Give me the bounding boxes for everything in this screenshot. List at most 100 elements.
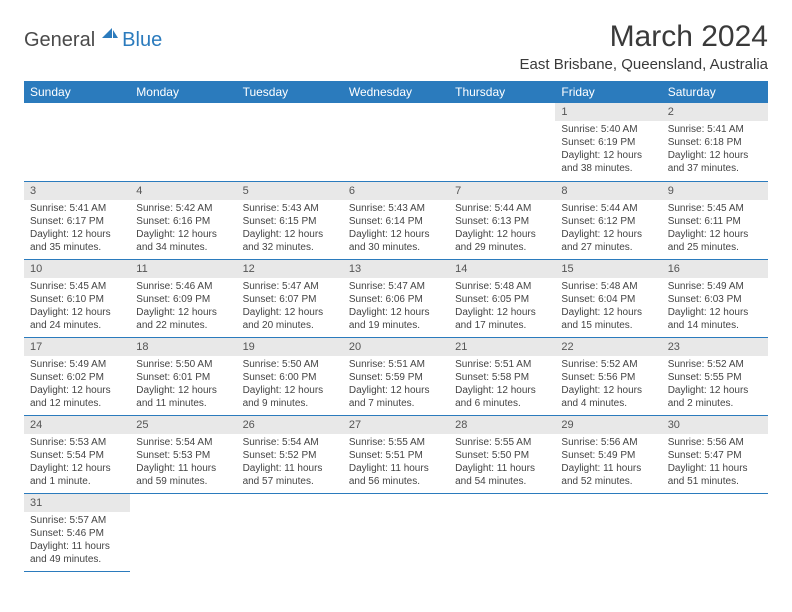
calendar-day-cell: 20Sunrise: 5:51 AMSunset: 5:59 PMDayligh…: [343, 337, 449, 415]
daylight-text: Daylight: 12 hours and 29 minutes.: [455, 228, 549, 254]
sunrise-text: Sunrise: 5:41 AM: [668, 123, 762, 136]
sunset-text: Sunset: 5:55 PM: [668, 371, 762, 384]
calendar-day-cell: 7Sunrise: 5:44 AMSunset: 6:13 PMDaylight…: [449, 181, 555, 259]
calendar-day-cell: [662, 493, 768, 571]
calendar-day-cell: 6Sunrise: 5:43 AMSunset: 6:14 PMDaylight…: [343, 181, 449, 259]
daylight-text: Daylight: 12 hours and 30 minutes.: [349, 228, 443, 254]
sunset-text: Sunset: 6:19 PM: [561, 136, 655, 149]
day-body: Sunrise: 5:49 AMSunset: 6:03 PMDaylight:…: [662, 278, 768, 336]
day-body: Sunrise: 5:45 AMSunset: 6:10 PMDaylight:…: [24, 278, 130, 336]
calendar-week-row: 1Sunrise: 5:40 AMSunset: 6:19 PMDaylight…: [24, 103, 768, 181]
daylight-text: Daylight: 12 hours and 37 minutes.: [668, 149, 762, 175]
daylight-text: Daylight: 12 hours and 11 minutes.: [136, 384, 230, 410]
sunset-text: Sunset: 6:07 PM: [243, 293, 337, 306]
weekday-header-row: Sunday Monday Tuesday Wednesday Thursday…: [24, 81, 768, 103]
day-body: Sunrise: 5:47 AMSunset: 6:06 PMDaylight:…: [343, 278, 449, 336]
day-number: 14: [449, 260, 555, 278]
daylight-text: Daylight: 12 hours and 32 minutes.: [243, 228, 337, 254]
logo: General Blue: [24, 26, 162, 55]
day-number: 5: [237, 182, 343, 200]
sunset-text: Sunset: 6:16 PM: [136, 215, 230, 228]
day-body: Sunrise: 5:51 AMSunset: 5:58 PMDaylight:…: [449, 356, 555, 414]
calendar-day-cell: 25Sunrise: 5:54 AMSunset: 5:53 PMDayligh…: [130, 415, 236, 493]
day-number: 9: [662, 182, 768, 200]
day-body: Sunrise: 5:40 AMSunset: 6:19 PMDaylight:…: [555, 121, 661, 179]
calendar-day-cell: 13Sunrise: 5:47 AMSunset: 6:06 PMDayligh…: [343, 259, 449, 337]
day-body: Sunrise: 5:46 AMSunset: 6:09 PMDaylight:…: [130, 278, 236, 336]
logo-text-dark: General: [24, 29, 95, 52]
day-body: Sunrise: 5:48 AMSunset: 6:04 PMDaylight:…: [555, 278, 661, 336]
day-body: Sunrise: 5:54 AMSunset: 5:53 PMDaylight:…: [130, 434, 236, 492]
calendar-day-cell: 12Sunrise: 5:47 AMSunset: 6:07 PMDayligh…: [237, 259, 343, 337]
sunrise-text: Sunrise: 5:51 AM: [455, 358, 549, 371]
calendar-day-cell: 30Sunrise: 5:56 AMSunset: 5:47 PMDayligh…: [662, 415, 768, 493]
daylight-text: Daylight: 12 hours and 19 minutes.: [349, 306, 443, 332]
day-body: Sunrise: 5:56 AMSunset: 5:47 PMDaylight:…: [662, 434, 768, 492]
day-number: 19: [237, 338, 343, 356]
sunset-text: Sunset: 5:53 PM: [136, 449, 230, 462]
weekday-header: Wednesday: [343, 81, 449, 103]
day-number: 1: [555, 103, 661, 121]
sunrise-text: Sunrise: 5:46 AM: [136, 280, 230, 293]
sunrise-text: Sunrise: 5:56 AM: [668, 436, 762, 449]
calendar-day-cell: [130, 103, 236, 181]
sunset-text: Sunset: 6:11 PM: [668, 215, 762, 228]
sunrise-text: Sunrise: 5:51 AM: [349, 358, 443, 371]
sail-icon: [100, 26, 120, 45]
calendar-day-cell: 31Sunrise: 5:57 AMSunset: 5:46 PMDayligh…: [24, 493, 130, 571]
sunset-text: Sunset: 5:58 PM: [455, 371, 549, 384]
sunset-text: Sunset: 6:13 PM: [455, 215, 549, 228]
sunrise-text: Sunrise: 5:53 AM: [30, 436, 124, 449]
daylight-text: Daylight: 12 hours and 6 minutes.: [455, 384, 549, 410]
calendar-day-cell: 21Sunrise: 5:51 AMSunset: 5:58 PMDayligh…: [449, 337, 555, 415]
daylight-text: Daylight: 11 hours and 54 minutes.: [455, 462, 549, 488]
sunset-text: Sunset: 6:04 PM: [561, 293, 655, 306]
day-number: 4: [130, 182, 236, 200]
sunrise-text: Sunrise: 5:45 AM: [668, 202, 762, 215]
day-body: Sunrise: 5:48 AMSunset: 6:05 PMDaylight:…: [449, 278, 555, 336]
sunset-text: Sunset: 6:02 PM: [30, 371, 124, 384]
sunrise-text: Sunrise: 5:52 AM: [668, 358, 762, 371]
sunrise-text: Sunrise: 5:54 AM: [243, 436, 337, 449]
sunrise-text: Sunrise: 5:55 AM: [455, 436, 549, 449]
logo-text-blue: Blue: [122, 29, 162, 52]
day-body: Sunrise: 5:50 AMSunset: 6:00 PMDaylight:…: [237, 356, 343, 414]
calendar-day-cell: 9Sunrise: 5:45 AMSunset: 6:11 PMDaylight…: [662, 181, 768, 259]
sunset-text: Sunset: 6:03 PM: [668, 293, 762, 306]
day-body: Sunrise: 5:44 AMSunset: 6:13 PMDaylight:…: [449, 200, 555, 258]
day-number: 26: [237, 416, 343, 434]
calendar-day-cell: 1Sunrise: 5:40 AMSunset: 6:19 PMDaylight…: [555, 103, 661, 181]
day-number: 24: [24, 416, 130, 434]
sunrise-text: Sunrise: 5:40 AM: [561, 123, 655, 136]
day-number: 7: [449, 182, 555, 200]
daylight-text: Daylight: 12 hours and 4 minutes.: [561, 384, 655, 410]
sunrise-text: Sunrise: 5:42 AM: [136, 202, 230, 215]
daylight-text: Daylight: 12 hours and 1 minute.: [30, 462, 124, 488]
calendar-day-cell: [237, 493, 343, 571]
day-body: Sunrise: 5:57 AMSunset: 5:46 PMDaylight:…: [24, 512, 130, 570]
sunset-text: Sunset: 6:15 PM: [243, 215, 337, 228]
day-number: 20: [343, 338, 449, 356]
sunrise-text: Sunrise: 5:47 AM: [243, 280, 337, 293]
day-number: 29: [555, 416, 661, 434]
sunrise-text: Sunrise: 5:48 AM: [561, 280, 655, 293]
calendar-day-cell: 24Sunrise: 5:53 AMSunset: 5:54 PMDayligh…: [24, 415, 130, 493]
calendar-day-cell: [237, 103, 343, 181]
title-block: March 2024 East Brisbane, Queensland, Au…: [520, 20, 768, 73]
sunrise-text: Sunrise: 5:56 AM: [561, 436, 655, 449]
calendar-week-row: 24Sunrise: 5:53 AMSunset: 5:54 PMDayligh…: [24, 415, 768, 493]
daylight-text: Daylight: 12 hours and 35 minutes.: [30, 228, 124, 254]
sunrise-text: Sunrise: 5:41 AM: [30, 202, 124, 215]
day-number: 3: [24, 182, 130, 200]
daylight-text: Daylight: 12 hours and 27 minutes.: [561, 228, 655, 254]
sunrise-text: Sunrise: 5:49 AM: [30, 358, 124, 371]
sunset-text: Sunset: 6:09 PM: [136, 293, 230, 306]
day-number: 15: [555, 260, 661, 278]
sunrise-text: Sunrise: 5:50 AM: [136, 358, 230, 371]
calendar-day-cell: 8Sunrise: 5:44 AMSunset: 6:12 PMDaylight…: [555, 181, 661, 259]
day-body: Sunrise: 5:41 AMSunset: 6:18 PMDaylight:…: [662, 121, 768, 179]
day-body: Sunrise: 5:43 AMSunset: 6:15 PMDaylight:…: [237, 200, 343, 258]
sunrise-text: Sunrise: 5:49 AM: [668, 280, 762, 293]
day-number: 25: [130, 416, 236, 434]
daylight-text: Daylight: 12 hours and 17 minutes.: [455, 306, 549, 332]
